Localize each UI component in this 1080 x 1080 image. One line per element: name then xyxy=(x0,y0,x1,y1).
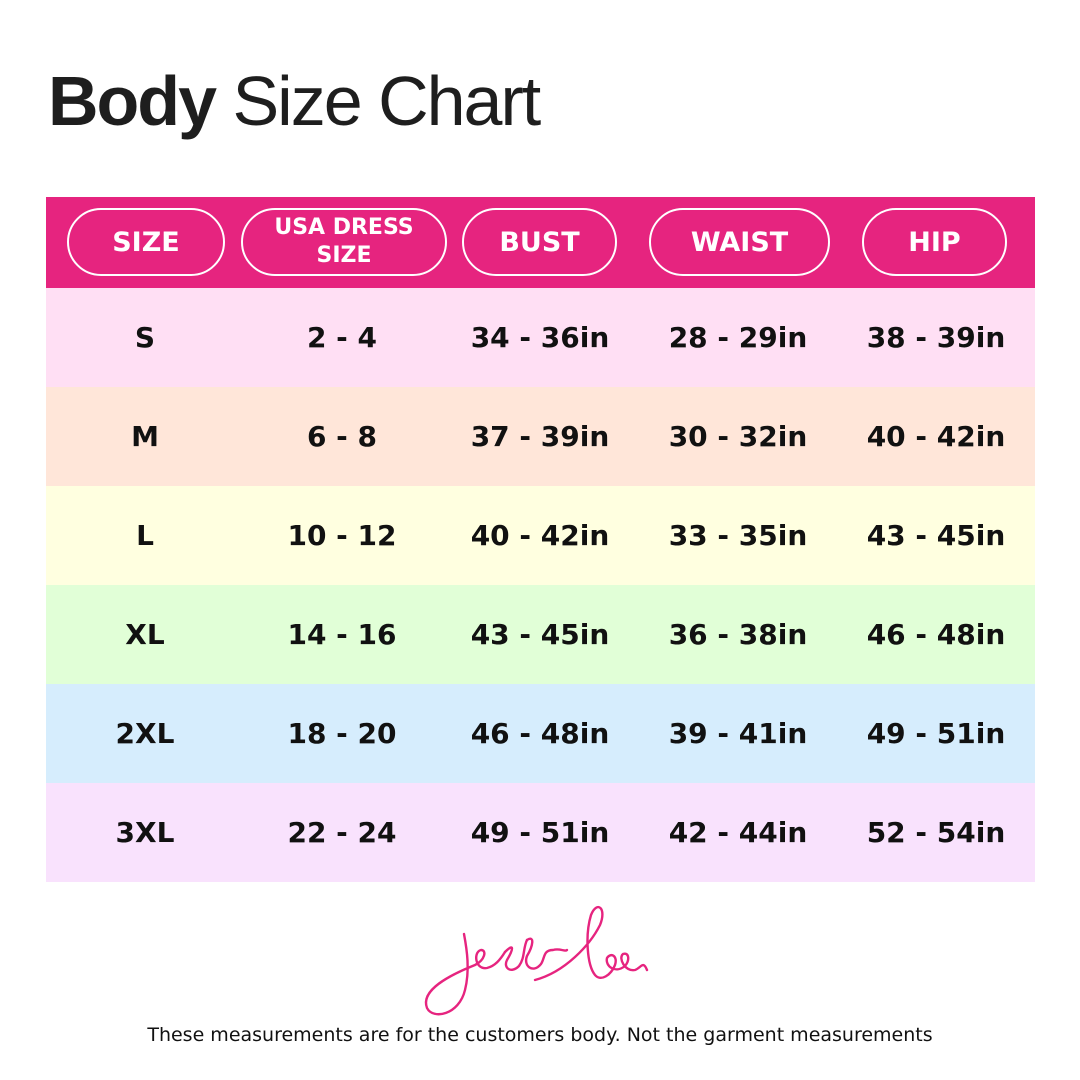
title-bold: Body xyxy=(48,62,217,140)
table-cell: 40 - 42in xyxy=(470,519,610,552)
table-cell: 43 - 45in xyxy=(470,618,610,651)
footnote: These measurements are for the customers… xyxy=(147,1024,933,1046)
table-cell: 18 - 20 xyxy=(287,717,397,750)
table-cell: 14 - 16 xyxy=(287,618,397,651)
jess-lea-logo xyxy=(424,905,649,1016)
table-cell: M xyxy=(131,420,159,453)
table-cell: 2 - 4 xyxy=(306,321,378,354)
title-light: Size Chart xyxy=(232,62,541,140)
table-cell: 42 - 44in xyxy=(668,816,808,849)
header-bust: BUST xyxy=(462,208,617,276)
table-cell: 52 - 54in xyxy=(866,816,1006,849)
table-cell: 34 - 36in xyxy=(470,321,610,354)
table-cell: 49 - 51in xyxy=(470,816,610,849)
table-cell: 46 - 48in xyxy=(470,717,610,750)
table-cell: 30 - 32in xyxy=(668,420,808,453)
table-cell: S xyxy=(134,321,156,354)
table-cell: 28 - 29in xyxy=(668,321,808,354)
table-cell: 43 - 45in xyxy=(866,519,1006,552)
header-size: SIZE xyxy=(67,208,225,276)
table-row: S 2 - 4 34 - 36in 28 - 29in 38 - 39in xyxy=(46,288,1035,387)
table-cell: 33 - 35in xyxy=(668,519,808,552)
table-cell: 22 - 24 xyxy=(287,816,397,849)
header-usa-dress-size: USA DRESS SIZE xyxy=(241,208,447,276)
table-cell: 38 - 39in xyxy=(866,321,1006,354)
table-header: SIZE USA DRESS SIZE BUST WAIST HIP xyxy=(46,197,1035,288)
header-hip: HIP xyxy=(862,208,1007,276)
table-cell: 6 - 8 xyxy=(306,420,378,453)
page-title: Body Size Chart xyxy=(48,66,541,136)
table-cell: 39 - 41in xyxy=(668,717,808,750)
table-cell: 3XL xyxy=(115,816,175,849)
table-row: 2XL 18 - 20 46 - 48in 39 - 41in 49 - 51in xyxy=(46,684,1035,783)
table-cell: 46 - 48in xyxy=(866,618,1006,651)
table-cell: 40 - 42in xyxy=(866,420,1006,453)
table-cell: 10 - 12 xyxy=(287,519,397,552)
table-row: 3XL 22 - 24 49 - 51in 42 - 44in 52 - 54in xyxy=(46,783,1035,882)
header-waist: WAIST xyxy=(649,208,830,276)
table-row: M 6 - 8 37 - 39in 30 - 32in 40 - 42in xyxy=(46,387,1035,486)
table-cell: 36 - 38in xyxy=(668,618,808,651)
table-cell: XL xyxy=(125,618,165,651)
table-cell: 37 - 39in xyxy=(470,420,610,453)
table-cell: L xyxy=(136,519,154,552)
table-row: L 10 - 12 40 - 42in 33 - 35in 43 - 45in xyxy=(46,486,1035,585)
size-table: SIZE USA DRESS SIZE BUST WAIST HIP S 2 - … xyxy=(46,197,1035,882)
table-cell: 2XL xyxy=(115,717,175,750)
table-cell: 49 - 51in xyxy=(866,717,1006,750)
table-row: XL 14 - 16 43 - 45in 36 - 38in 46 - 48in xyxy=(46,585,1035,684)
